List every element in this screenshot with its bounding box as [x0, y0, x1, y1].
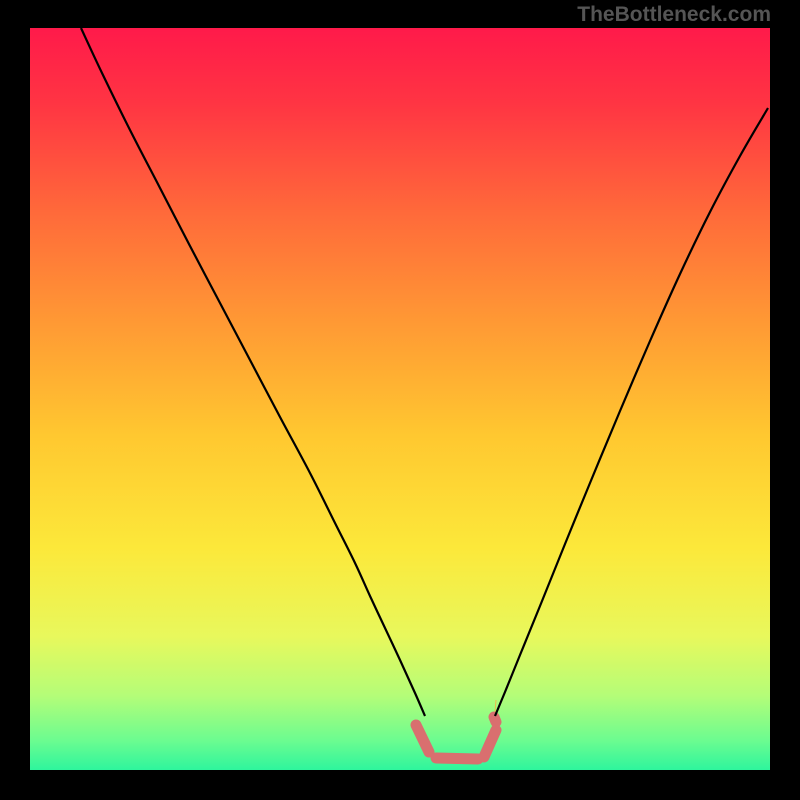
plot-area — [30, 28, 770, 770]
border-left — [0, 0, 30, 800]
curves-svg — [30, 28, 770, 770]
hairline-tick — [495, 700, 496, 712]
border-right — [770, 0, 800, 800]
watermark-text: TheBottleneck.com — [577, 3, 771, 27]
border-bottom — [0, 770, 800, 800]
floor-accent-pill — [416, 717, 496, 759]
chart-frame: TheBottleneck.com — [0, 0, 800, 800]
bottleneck-curve-left — [81, 28, 425, 716]
bottleneck-curve-right — [495, 108, 768, 716]
